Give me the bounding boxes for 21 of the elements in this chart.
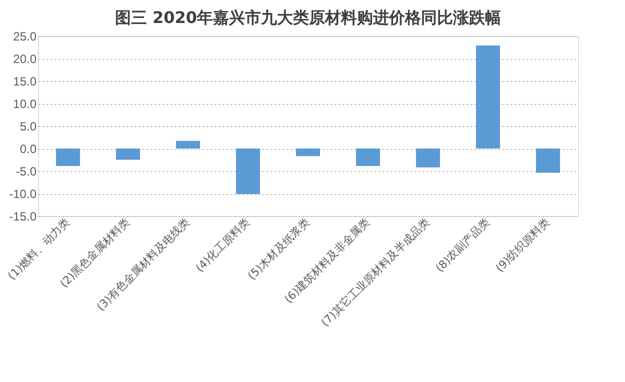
- y-tick-label: 10.0: [13, 97, 37, 111]
- x-tick-label: (8)农副产品类: [433, 216, 492, 275]
- y-tick-label: 20.0: [13, 52, 37, 66]
- x-tick-label: (9)纺织原料类: [493, 216, 552, 275]
- y-tick-label: 0.0: [20, 142, 37, 156]
- bar: [116, 148, 140, 160]
- chart-title: 图三 2020年嘉兴市九大类原材料购进价格同比涨跌幅: [114, 8, 502, 27]
- bar: [296, 148, 320, 156]
- y-tick-label: 15.0: [13, 74, 37, 88]
- y-tick-label: 25.0: [13, 30, 37, 44]
- bar: [476, 45, 500, 148]
- bar: [356, 148, 380, 166]
- y-tick-label: -15.0: [9, 210, 37, 224]
- bar: [416, 148, 440, 168]
- bar: [176, 140, 200, 148]
- y-tick-label: 5.0: [20, 120, 37, 134]
- bar: [536, 148, 560, 173]
- y-tick-label: -10.0: [9, 187, 37, 201]
- bar: [236, 148, 260, 194]
- y-tick-label: -5.0: [16, 164, 37, 178]
- bar: [56, 148, 80, 166]
